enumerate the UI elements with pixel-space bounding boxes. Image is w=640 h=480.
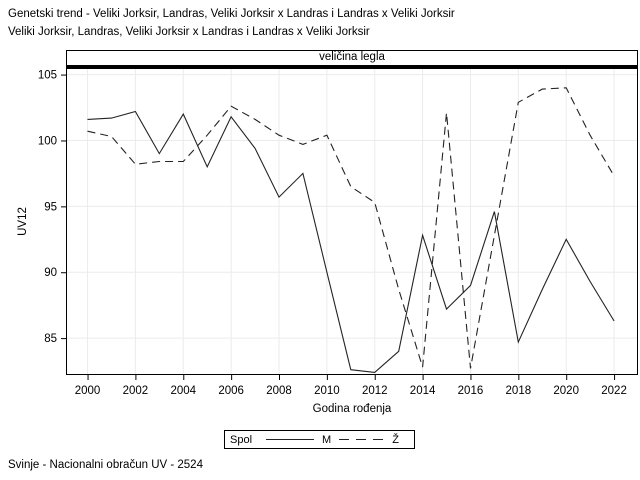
y-tick-label: 90 [44, 267, 57, 279]
plot-band-title: veličina legla [66, 50, 638, 68]
footnote: Svinje - Nacionalni obračun UV - 2524 [8, 459, 203, 471]
x-axis-title: Godina rođenja [313, 403, 392, 415]
y-tick-label: 100 [38, 135, 57, 147]
x-tick-label: 2006 [218, 385, 244, 397]
x-tick-label: 2008 [266, 385, 292, 397]
chart-title-line2: Veliki Jorksir, Landras, Veliki Jorksir … [8, 26, 370, 38]
y-axis-title: UV12 [17, 207, 29, 236]
legend-title: Spol [230, 433, 253, 446]
x-tick-label: 2000 [75, 385, 101, 397]
series-line-M [87, 110, 615, 373]
x-tick-label: 2022 [601, 385, 627, 397]
x-tick-label: 2004 [170, 385, 196, 397]
x-tick-label: 2010 [314, 385, 340, 397]
legend-label-z: Ž [392, 433, 399, 446]
legend-label-m: M [322, 433, 332, 446]
gridlines [66, 68, 638, 375]
series-line-Ž [87, 87, 615, 369]
plot-band-label: veličina legla [319, 51, 385, 63]
x-tick-label: 2020 [553, 385, 579, 397]
legend-solid-line-sample [266, 439, 315, 440]
y-tick-label: 95 [44, 201, 57, 213]
axis-ticks [61, 74, 616, 380]
y-tick-label: 105 [38, 70, 57, 82]
legend-dashed-line-sample [339, 439, 387, 440]
x-tick-label: 2012 [362, 385, 388, 397]
y-tick-label: 85 [44, 333, 57, 345]
x-tick-label: 2018 [506, 385, 532, 397]
chart-title-line1: Genetski trend - Veliki Jorksir, Landras… [8, 8, 455, 20]
tick-labels: 85 90 95 100 105 2000 2002 2004 2006 2008 2010 2012… [38, 70, 627, 397]
chart-titles: Genetski trend - Veliki Jorksir, Landras… [8, 5, 455, 41]
plot-frame [66, 68, 638, 375]
x-tick-label: 2016 [458, 385, 484, 397]
chart-legend: Spol M Ž [224, 430, 415, 449]
x-tick-label: 2014 [410, 385, 436, 397]
x-tick-label: 2002 [123, 385, 149, 397]
